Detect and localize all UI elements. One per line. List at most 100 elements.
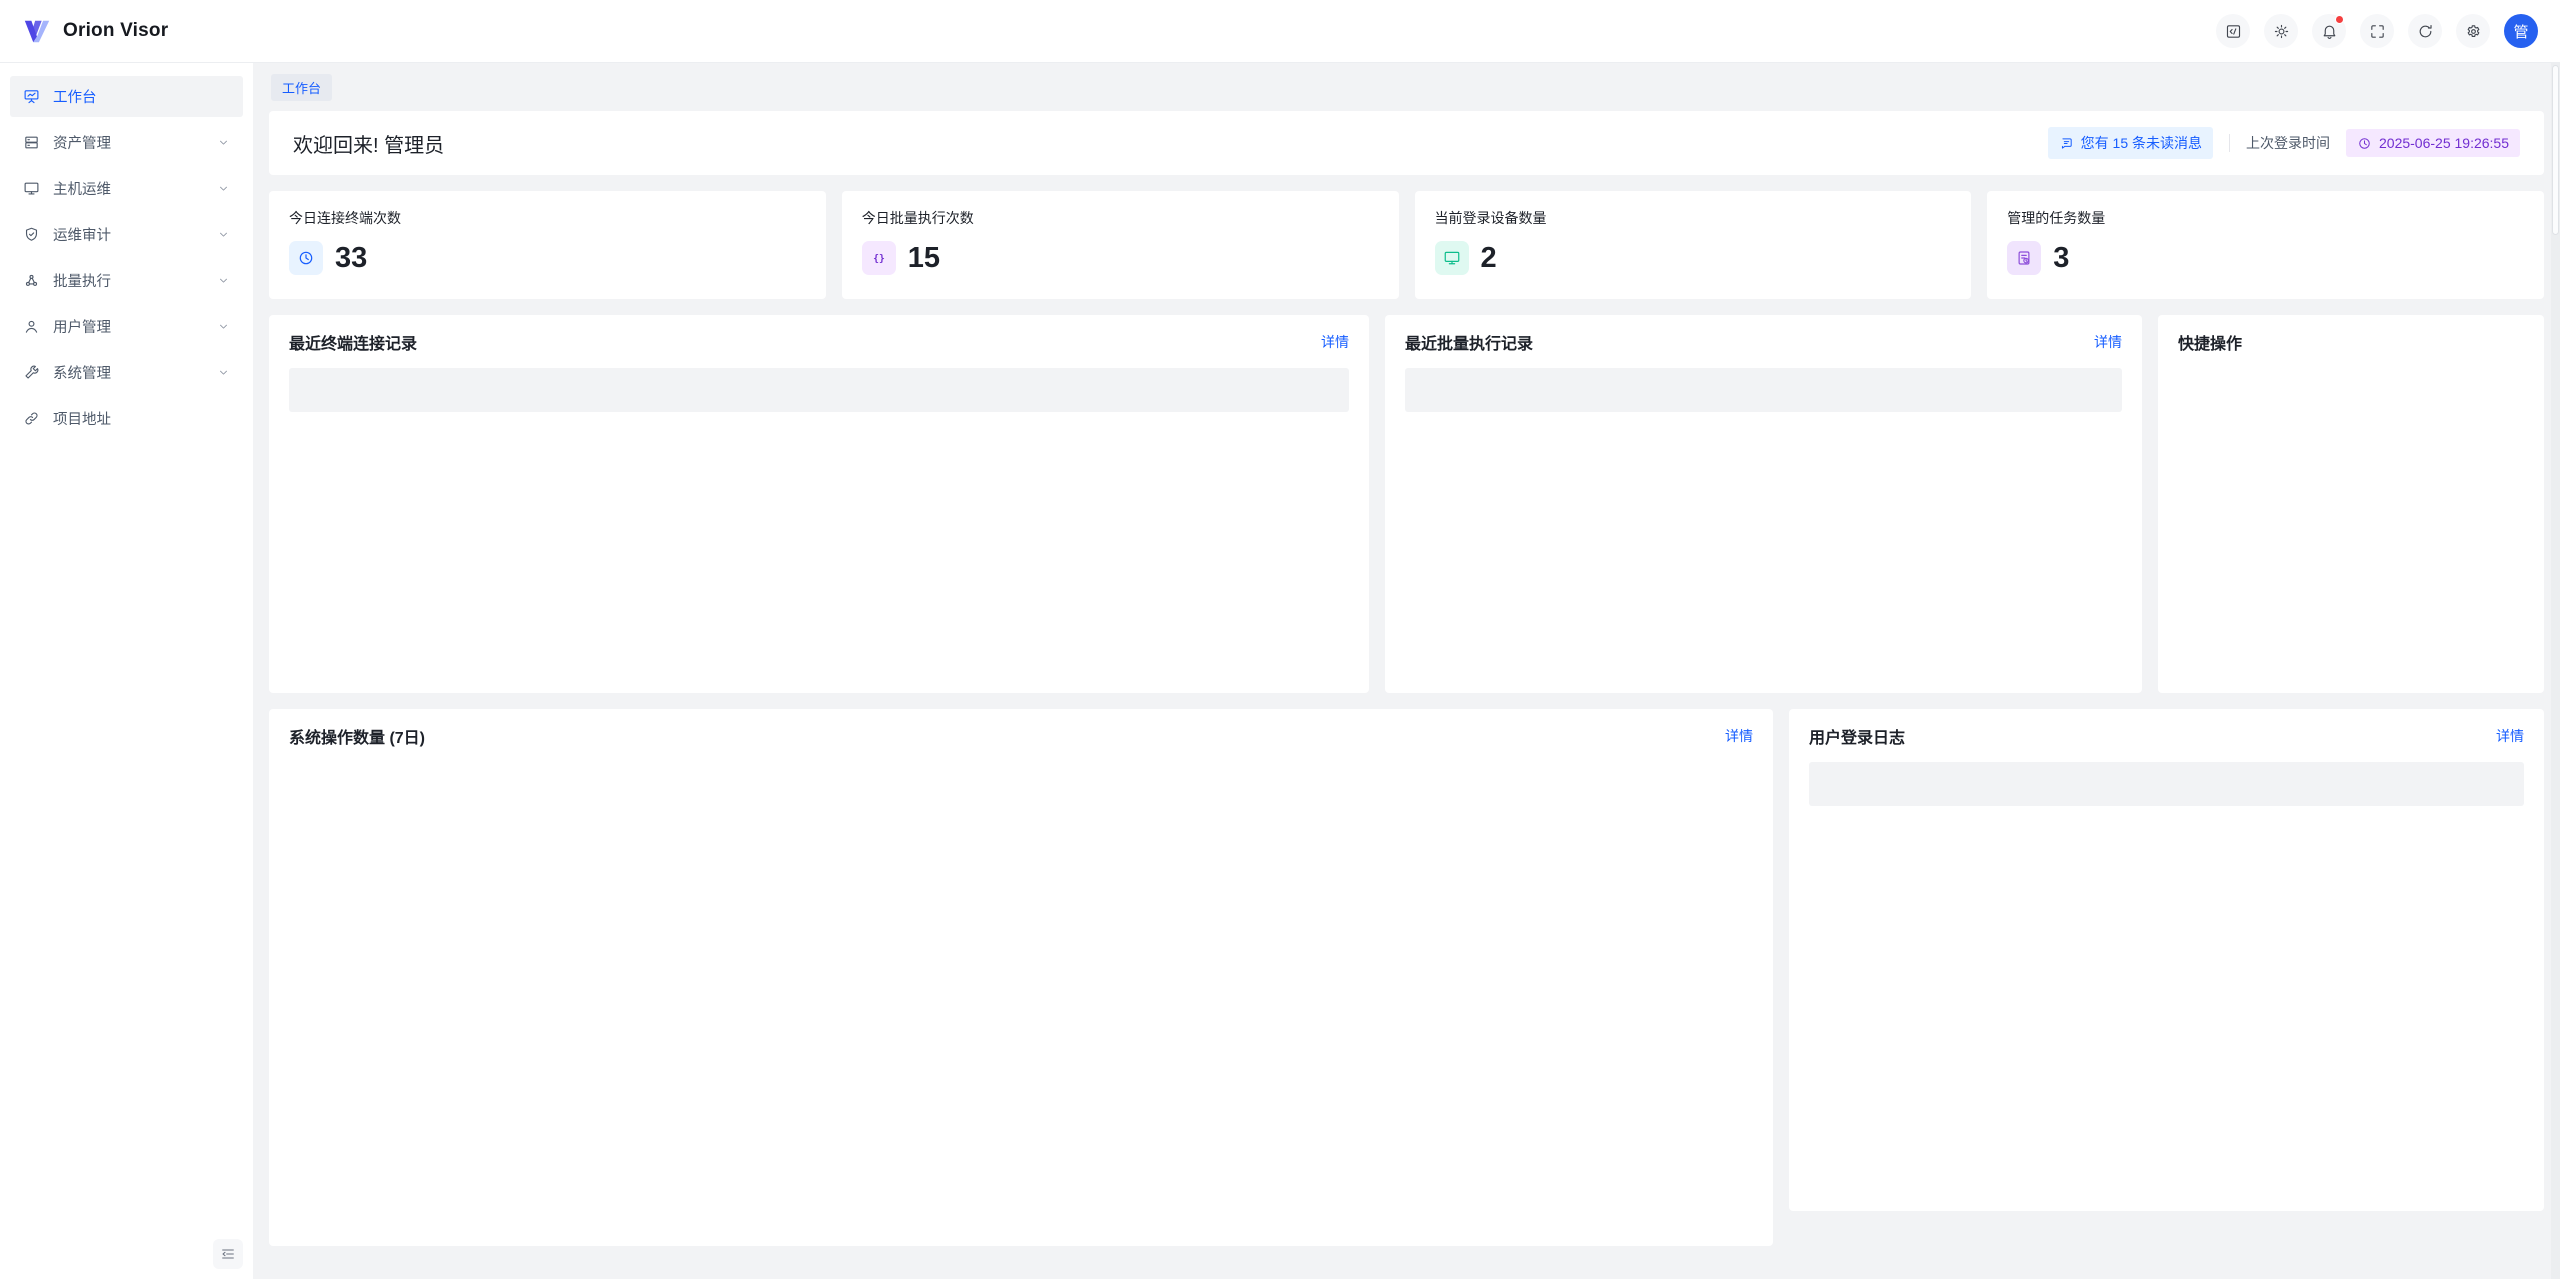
panel-title: 最近批量执行记录 bbox=[1405, 336, 1534, 353]
stat-label: 今日连接终端次数 bbox=[289, 210, 401, 226]
welcome-title: 欢迎回来! 管理员 bbox=[293, 134, 445, 157]
link-icon bbox=[23, 410, 40, 427]
app-logo-icon bbox=[24, 20, 50, 43]
terminal-connections-panel: 最近终端连接记录 详情 bbox=[269, 315, 1369, 693]
sidebar-item-工作台[interactable]: 工作台 bbox=[10, 76, 243, 117]
panel-title: 最近终端连接记录 bbox=[289, 336, 418, 353]
stat-label: 管理的任务数量 bbox=[2007, 210, 2106, 226]
bell-icon bbox=[2321, 23, 2338, 40]
page-scrollbar bbox=[2551, 63, 2560, 1279]
chart-detail-link[interactable]: 详情 bbox=[1725, 728, 1753, 744]
panel-title: 快捷操作 bbox=[2178, 336, 2243, 353]
monitor-icon bbox=[1443, 249, 1461, 267]
user-avatar[interactable]: 管 bbox=[2504, 14, 2538, 48]
sidebar-item-批量执行[interactable]: 批量执行 bbox=[10, 260, 243, 301]
message-icon bbox=[2059, 136, 2074, 151]
sidebar-item-label: 运维审计 bbox=[53, 228, 111, 244]
refresh-button[interactable] bbox=[2408, 14, 2442, 48]
system-ops-chart-panel: 系统操作数量 (7日) 详情 bbox=[269, 709, 1773, 1246]
table-header bbox=[289, 368, 1349, 412]
unread-messages-chip[interactable]: 您有 15 条未读消息 bbox=[2047, 127, 2213, 159]
theme-toggle-button[interactable] bbox=[2264, 14, 2298, 48]
cluster-icon bbox=[23, 272, 40, 289]
settings-button[interactable] bbox=[2456, 14, 2490, 48]
sidebar-item-label: 系统管理 bbox=[53, 366, 111, 382]
sidebar-menu: 工作台资产管理主机运维运维审计批量执行用户管理系统管理项目地址 bbox=[0, 76, 253, 439]
sidebar-item-label: 工作台 bbox=[53, 90, 97, 106]
shield-icon bbox=[23, 226, 40, 243]
stat-card: 今日连接终端次数 33 bbox=[269, 191, 826, 299]
sidebar-item-label: 资产管理 bbox=[53, 136, 111, 152]
sidebar-item-系统管理[interactable]: 系统管理 bbox=[10, 352, 243, 393]
chevron-down-icon bbox=[217, 136, 230, 149]
sidebar-item-label: 项目地址 bbox=[53, 412, 111, 428]
person-icon bbox=[23, 318, 40, 335]
sidebar-item-资产管理[interactable]: 资产管理 bbox=[10, 122, 243, 163]
clock-icon bbox=[297, 249, 315, 267]
sidebar-item-label: 批量执行 bbox=[53, 274, 111, 290]
chevron-down-icon bbox=[217, 274, 230, 287]
scrollbar-thumb[interactable] bbox=[2552, 65, 2559, 235]
stat-value: 33 bbox=[335, 241, 368, 274]
sidebar-collapse-button[interactable] bbox=[213, 1239, 243, 1269]
stat-value-row: 3 bbox=[2007, 241, 2524, 275]
sidebar-item-项目地址[interactable]: 项目地址 bbox=[10, 398, 243, 439]
monitor-icon bbox=[23, 180, 40, 197]
stat-icon-chip bbox=[2007, 241, 2042, 275]
chevron-down-icon bbox=[217, 366, 230, 379]
code-icon bbox=[2225, 23, 2242, 40]
welcome-meta: 您有 15 条未读消息 上次登录时间 2025-06-25 19:26:55 bbox=[2047, 127, 2520, 159]
breadcrumb-item-workbench[interactable]: 工作台 bbox=[271, 74, 333, 101]
sidebar: 工作台资产管理主机运维运维审计批量执行用户管理系统管理项目地址 bbox=[0, 63, 253, 1279]
sidebar-item-主机运维[interactable]: 主机运维 bbox=[10, 168, 243, 209]
batch-exec-panel: 最近批量执行记录 详情 bbox=[1385, 315, 2142, 693]
divider bbox=[2229, 134, 2230, 152]
fullscreen-icon bbox=[2369, 23, 2386, 40]
clock-icon bbox=[2357, 136, 2372, 151]
sidebar-item-label: 主机运维 bbox=[53, 182, 111, 198]
login-log-panel: 用户登录日志 详情 bbox=[1789, 709, 2544, 1211]
notifications-button[interactable] bbox=[2312, 14, 2346, 48]
dashboard-icon bbox=[23, 88, 40, 105]
stat-label: 今日批量执行次数 bbox=[861, 210, 974, 226]
stat-icon-chip bbox=[1434, 241, 1469, 275]
task-icon bbox=[2015, 249, 2033, 267]
brand: Orion Visor bbox=[22, 16, 168, 46]
chevron-down-icon bbox=[217, 228, 230, 241]
sun-icon bbox=[2273, 23, 2290, 40]
sidebar-item-运维审计[interactable]: 运维审计 bbox=[10, 214, 243, 255]
bottom-row: 系统操作数量 (7日) 详情 用户登录日志 详情 bbox=[269, 709, 2544, 1246]
sidebar-item-label: 用户管理 bbox=[53, 320, 111, 336]
chevron-down-icon bbox=[217, 182, 230, 195]
breadcrumb: 工作台 bbox=[269, 63, 2544, 111]
braces-icon bbox=[870, 249, 888, 267]
stat-value: 3 bbox=[2053, 241, 2070, 274]
gear-icon bbox=[2465, 23, 2482, 40]
sidebar-item-用户管理[interactable]: 用户管理 bbox=[10, 306, 243, 347]
stat-value-row: 15 bbox=[861, 241, 1379, 275]
code-window-button[interactable] bbox=[2216, 14, 2250, 48]
stat-value: 2 bbox=[1480, 241, 1497, 274]
welcome-banner: 欢迎回来! 管理员 您有 15 条未读消息 上次登录时间 2025-06-25 … bbox=[269, 111, 2544, 175]
last-login-time-chip: 2025-06-25 19:26:55 bbox=[2346, 129, 2520, 157]
stat-label: 当前登录设备数量 bbox=[1434, 210, 1547, 226]
panel-title: 用户登录日志 bbox=[1809, 730, 1906, 747]
wrench-icon bbox=[23, 364, 40, 381]
stat-icon-chip bbox=[861, 241, 896, 275]
chevron-down-icon bbox=[217, 320, 230, 333]
table-header bbox=[1809, 762, 2524, 806]
fullscreen-button[interactable] bbox=[2360, 14, 2394, 48]
last-login-time: 2025-06-25 19:26:55 bbox=[2379, 135, 2509, 151]
table-header bbox=[1405, 368, 2122, 412]
main-content: 工作台 欢迎回来! 管理员 您有 15 条未读消息 上次登录时间 2025-06… bbox=[253, 63, 2560, 1279]
stat-card: 管理的任务数量 3 bbox=[1987, 191, 2544, 299]
login-detail-link[interactable]: 详情 bbox=[2496, 728, 2524, 744]
terminal-detail-link[interactable]: 详情 bbox=[1321, 334, 1349, 350]
server-icon bbox=[23, 134, 40, 151]
stat-icon-chip bbox=[289, 241, 323, 275]
exec-detail-link[interactable]: 详情 bbox=[2094, 334, 2122, 350]
quick-actions-panel: 快捷操作 bbox=[2158, 315, 2544, 693]
stat-value-row: 33 bbox=[289, 241, 806, 275]
stat-card: 今日批量执行次数 15 bbox=[841, 191, 1399, 299]
last-login-label: 上次登录时间 bbox=[2246, 135, 2330, 151]
